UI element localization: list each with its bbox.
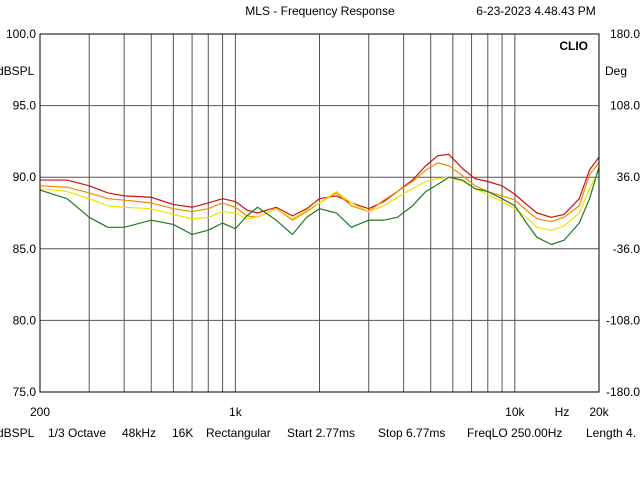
status-length: Length 4. xyxy=(586,426,637,440)
status-octave: 1/3 Octave xyxy=(48,426,107,440)
x-tick-label: 1k xyxy=(229,405,243,419)
x-tick-label: 200 xyxy=(30,405,50,419)
timestamp: 6-23-2023 4.48.43 PM xyxy=(476,4,595,18)
status-bar: dBSPL 1/3 Octave 48kHz 16K Rectangular S… xyxy=(0,426,640,444)
y-tick-label: 90.0 xyxy=(13,170,37,184)
series-line-3 xyxy=(39,169,600,231)
x-tick-label: 10k xyxy=(505,405,525,419)
series-line-1 xyxy=(40,153,600,218)
y-tick-label: 75.0 xyxy=(13,385,37,399)
status-rate: 48kHz xyxy=(122,426,157,440)
x-tick-label: 20k xyxy=(589,405,609,419)
plot-frame xyxy=(39,33,600,393)
series-line-4 xyxy=(39,167,600,246)
status-window: Rectangular xyxy=(206,426,271,440)
y2-tick-label: -108.0 xyxy=(606,313,640,327)
x-unit-label: Hz xyxy=(555,405,570,419)
axis-ticks: 100.0 95.0 90.0 85.0 80.0 75.0 180.0 108.0 36.0 -… xyxy=(6,27,640,419)
y2-tick-label: 36.0 xyxy=(617,170,640,184)
y2-tick-label: 108.0 xyxy=(610,99,640,113)
y-tick-label: 100.0 xyxy=(6,27,36,41)
y-tick-label: 95.0 xyxy=(13,99,37,113)
grid xyxy=(40,34,599,392)
status-size: 16K xyxy=(172,426,194,440)
y-tick-label: 80.0 xyxy=(13,313,37,327)
status-unit: dBSPL xyxy=(0,426,35,440)
y-tick-label: 85.0 xyxy=(13,242,37,256)
y-axis-label: dBSPL xyxy=(0,64,35,78)
y2-axis-label: Deg xyxy=(605,64,627,78)
brand-label: CLIO xyxy=(559,39,588,53)
y2-tick-label: 180.0 xyxy=(610,27,640,41)
status-stop: Stop 6.77ms xyxy=(378,426,446,440)
series-line-2 xyxy=(39,162,600,223)
status-start: Start 2.77ms xyxy=(287,426,356,440)
chart-title: MLS - Frequency Response xyxy=(245,4,395,18)
series-group xyxy=(39,153,600,246)
status-freqlo: FreqLO 250.00Hz xyxy=(467,426,563,440)
y2-tick-label: -36.0 xyxy=(613,242,640,256)
y2-tick-label: -180.0 xyxy=(606,385,640,399)
